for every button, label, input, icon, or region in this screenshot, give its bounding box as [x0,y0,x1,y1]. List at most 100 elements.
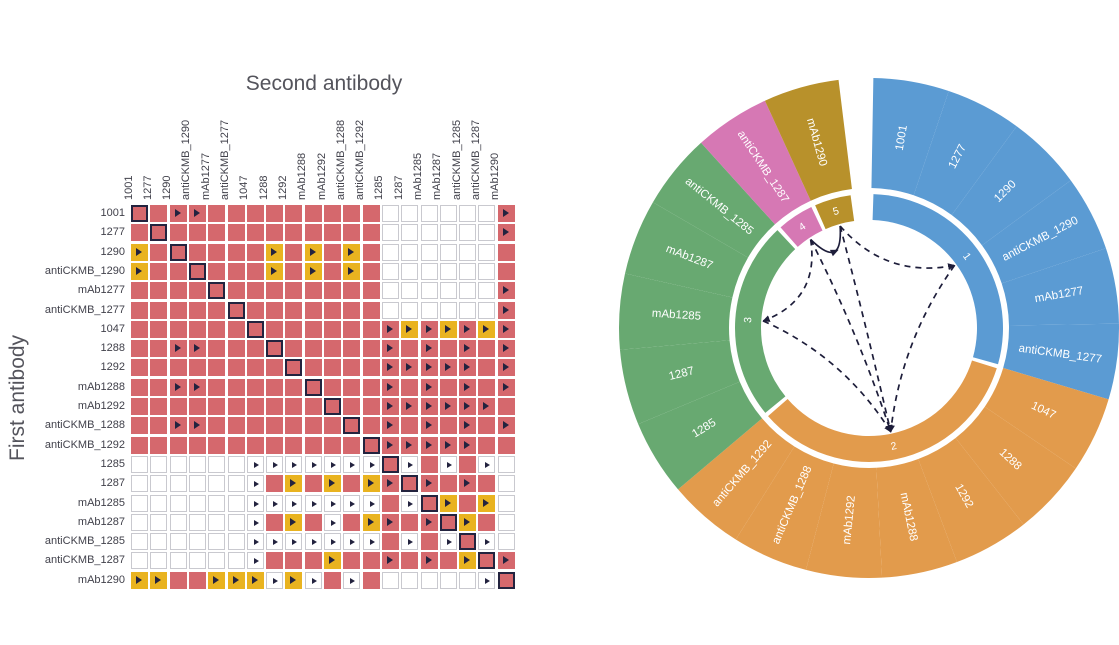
matrix-cell[interactable] [420,417,438,435]
matrix-cell[interactable] [208,282,226,300]
matrix-cell[interactable] [246,417,264,435]
matrix-cell[interactable] [420,436,438,454]
matrix-cell[interactable] [169,378,187,396]
matrix-cell[interactable] [266,475,284,493]
matrix-cell[interactable] [304,282,322,300]
matrix-cell[interactable] [362,398,380,415]
matrix-cell[interactable] [227,301,245,319]
matrix-cell[interactable] [131,513,148,531]
matrix-cell[interactable] [208,378,226,396]
matrix-cell[interactable] [324,513,341,531]
matrix-cell[interactable] [420,533,438,551]
matrix-cell[interactable] [324,398,341,415]
matrix-cell[interactable] [188,205,206,222]
matrix-cell[interactable] [227,552,245,570]
matrix-cell[interactable] [362,205,380,222]
matrix-cell[interactable] [381,243,399,261]
matrix-cell[interactable] [266,340,284,358]
matrix-cell[interactable] [131,262,148,280]
matrix-cell[interactable] [169,243,187,261]
matrix-cell[interactable] [497,494,515,512]
matrix-cell[interactable] [227,436,245,454]
edge-4-2[interactable] [809,239,892,433]
matrix-cell[interactable] [208,320,226,338]
matrix-cell[interactable] [169,282,187,300]
matrix-cell[interactable] [227,320,245,338]
matrix-cell[interactable] [497,340,515,358]
matrix-cell[interactable] [497,455,515,473]
matrix-cell[interactable] [401,571,419,589]
matrix-cell[interactable] [362,436,380,454]
matrix-cell[interactable] [497,301,515,319]
matrix-cell[interactable] [304,571,322,589]
matrix-cell[interactable] [324,378,341,396]
matrix-cell[interactable] [401,552,419,570]
matrix-cell[interactable] [381,205,399,222]
matrix-cell[interactable] [169,571,187,589]
matrix-cell[interactable] [478,552,496,570]
matrix-cell[interactable] [169,320,187,338]
matrix-cell[interactable] [343,205,361,222]
matrix-cell[interactable] [246,494,264,512]
matrix-cell[interactable] [343,301,361,319]
matrix-cell[interactable] [343,378,361,396]
matrix-cell[interactable] [401,455,419,473]
matrix-cell[interactable] [324,340,341,358]
matrix-cell[interactable] [188,224,206,242]
matrix-cell[interactable] [401,513,419,531]
matrix-cell[interactable] [304,513,322,531]
matrix-cell[interactable] [420,571,438,589]
donut-segment-antiCKMB_1288[interactable] [735,446,834,570]
matrix-cell[interactable] [266,359,284,377]
matrix-cell[interactable] [150,320,168,338]
matrix-cell[interactable] [304,359,322,377]
donut-segment-antiCKMB_1290[interactable] [981,180,1106,284]
matrix-cell[interactable] [439,282,457,300]
matrix-cell[interactable] [459,378,477,396]
matrix-cell[interactable] [208,513,226,531]
matrix-cell[interactable] [169,398,187,415]
matrix-cell[interactable] [169,533,187,551]
matrix-cell[interactable] [266,455,284,473]
matrix-cell[interactable] [439,205,457,222]
matrix-cell[interactable] [343,398,361,415]
matrix-cell[interactable] [246,262,264,280]
donut-segment-1285[interactable] [638,381,763,490]
matrix-cell[interactable] [478,205,496,222]
matrix-cell[interactable] [131,340,148,358]
matrix-cell[interactable] [266,205,284,222]
matrix-cell[interactable] [497,378,515,396]
matrix-cell[interactable] [131,320,148,338]
matrix-cell[interactable] [497,282,515,300]
matrix-cell[interactable] [304,320,322,338]
donut-number-ring-segment-3[interactable] [735,230,796,413]
matrix-cell[interactable] [246,475,264,493]
matrix-cell[interactable] [324,205,341,222]
matrix-cell[interactable] [169,340,187,358]
matrix-cell[interactable] [439,494,457,512]
matrix-cell[interactable] [362,320,380,338]
matrix-cell[interactable] [169,301,187,319]
matrix-cell[interactable] [227,262,245,280]
matrix-cell[interactable] [420,205,438,222]
matrix-cell[interactable] [497,224,515,242]
matrix-cell[interactable] [381,378,399,396]
donut-segment-mAb1277[interactable] [1001,248,1119,326]
matrix-cell[interactable] [439,359,457,377]
matrix-cell[interactable] [362,455,380,473]
matrix-cell[interactable] [439,436,457,454]
matrix-cell[interactable] [227,571,245,589]
matrix-cell[interactable] [150,243,168,261]
matrix-cell[interactable] [150,571,168,589]
matrix-cell[interactable] [439,533,457,551]
matrix-cell[interactable] [169,436,187,454]
matrix-cell[interactable] [188,571,206,589]
matrix-cell[interactable] [401,224,419,242]
matrix-cell[interactable] [227,359,245,377]
matrix-cell[interactable] [343,513,361,531]
matrix-cell[interactable] [169,552,187,570]
matrix-cell[interactable] [188,455,206,473]
matrix-cell[interactable] [401,282,419,300]
matrix-cell[interactable] [131,571,148,589]
matrix-cell[interactable] [304,378,322,396]
